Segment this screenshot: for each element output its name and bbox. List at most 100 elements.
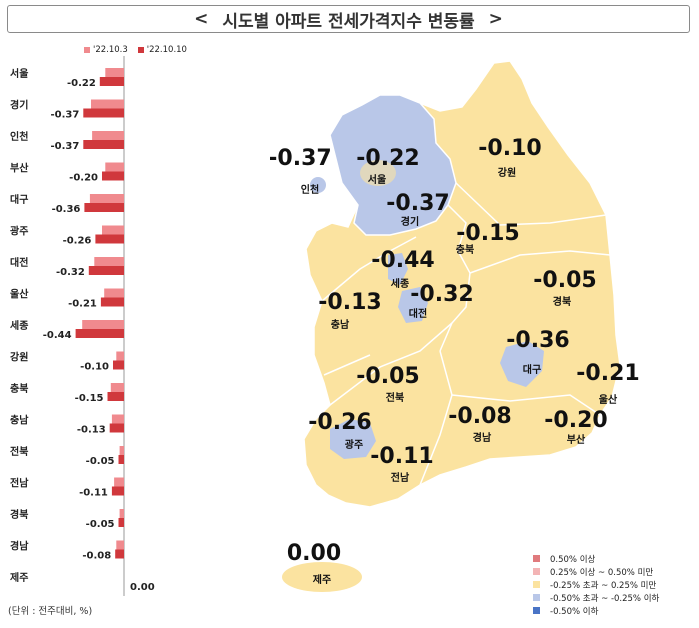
bar	[88, 266, 124, 275]
category-label: 울산	[10, 288, 29, 301]
map-region-label: 전북	[386, 391, 404, 404]
map-value-label: -0.20	[544, 408, 607, 433]
bar	[95, 234, 124, 244]
category-label: 전북	[10, 445, 28, 458]
category-label: 충남	[10, 414, 29, 427]
bar	[115, 549, 124, 559]
bar	[84, 203, 124, 212]
value-label: -0.20	[69, 173, 98, 184]
category-label: 제주	[10, 571, 28, 584]
value-label: -0.05	[86, 519, 115, 530]
map-legend-item: 0.50% 이상	[533, 552, 659, 565]
province-borders	[321, 182, 611, 486]
map-value-label: -0.10	[478, 136, 541, 161]
value-label: -0.22	[67, 78, 96, 89]
category-label: 강원	[10, 351, 28, 364]
map-value-label: -0.05	[533, 268, 596, 293]
bar	[100, 297, 124, 307]
map-legend-label: 0.25% 이상 ~ 0.50% 미만	[550, 567, 654, 578]
map-value-label: -0.32	[410, 282, 473, 307]
category-label: 대구	[10, 193, 28, 206]
daejeon-region	[398, 287, 428, 323]
map-value-label: -0.44	[371, 248, 434, 273]
map-value-label: -0.21	[576, 361, 639, 386]
value-label: 0.00	[130, 582, 155, 593]
map-region-label: 전남	[391, 471, 410, 484]
bar	[104, 288, 124, 298]
map-region-label: 강원	[498, 166, 516, 179]
bar	[113, 360, 124, 370]
map-region-label: 울산	[599, 393, 618, 406]
map-legend-item: 0.25% 이상 ~ 0.50% 미만	[533, 565, 659, 578]
sejong-region	[388, 253, 408, 285]
bar	[102, 225, 124, 235]
value-label: -0.37	[50, 110, 79, 121]
legend-item-curr: '22.10.10	[137, 45, 187, 55]
map-value-label: -0.37	[270, 146, 332, 171]
bar	[105, 68, 124, 77]
legend-swatch-prev	[84, 46, 90, 53]
map-legend-item: -0.50% 초과 ~ -0.25% 이하	[533, 591, 659, 604]
bar	[110, 383, 124, 392]
map-value-label: 0.00	[287, 541, 341, 566]
map-legend-item: -0.25% 초과 ~ 0.25% 미만	[533, 578, 659, 591]
map-legend-swatch	[533, 607, 540, 614]
category-label: 경기	[10, 99, 28, 112]
bar	[119, 509, 124, 518]
bar	[94, 257, 124, 266]
value-label: -0.21	[68, 299, 97, 310]
map-region-label: 세종	[391, 277, 409, 290]
bar	[116, 351, 124, 361]
map-legend-swatch	[533, 568, 540, 575]
map-region-label: 제주	[313, 573, 331, 586]
map-region-label: 충남	[331, 318, 350, 331]
map-legend-swatch	[533, 581, 540, 588]
bar	[118, 518, 124, 527]
map-legend-label: -0.50% 초과 ~ -0.25% 이하	[550, 593, 660, 604]
value-label: -0.10	[80, 362, 109, 373]
value-label: -0.15	[75, 393, 104, 404]
map-value-label: -0.36	[506, 328, 569, 353]
incheon-island	[310, 177, 326, 193]
map-region-label: 인천	[301, 183, 319, 196]
map-value-label: -0.08	[448, 404, 511, 429]
value-label: -0.36	[52, 204, 81, 215]
category-label: 부산	[10, 162, 29, 175]
chart-title-box: < 시도별 아파트 전세가격지수 변동률 >	[7, 5, 690, 33]
bar	[111, 486, 124, 496]
legend-item-prev: '22.10.3	[84, 45, 128, 55]
category-label: 경북	[10, 508, 28, 521]
gyeonggi-region	[329, 94, 457, 236]
value-label: -0.08	[82, 551, 111, 562]
chevron-right-icon: >	[488, 9, 503, 29]
map-region-label: 경북	[553, 295, 571, 308]
map-value-label: -0.37	[386, 191, 449, 216]
map-region-label: 충북	[456, 243, 474, 256]
category-label: 전남	[10, 477, 29, 490]
category-label: 경남	[10, 540, 29, 553]
map-value-label: -0.15	[456, 221, 519, 246]
value-label: -0.37	[50, 141, 79, 152]
bar	[75, 329, 124, 338]
map-legend-swatch	[533, 555, 540, 562]
bar-legend: '22.10.3 '22.10.10	[84, 45, 187, 55]
bar	[99, 77, 124, 86]
map-legend-label: 0.50% 이상	[550, 554, 596, 565]
bar	[102, 171, 124, 181]
unit-note: (단위 : 전주대비, %)	[8, 606, 93, 617]
category-label: 충북	[10, 382, 28, 395]
map-region-label: 광주	[345, 439, 363, 451]
value-label: -0.44	[43, 330, 72, 341]
bar	[105, 162, 124, 172]
value-label: -0.26	[63, 236, 92, 247]
daegu-region	[500, 341, 544, 387]
map-region-label: 부산	[567, 433, 586, 446]
map-legend-label: -0.50% 이하	[550, 606, 599, 617]
seoul-region	[360, 160, 396, 186]
category-label: 인천	[10, 130, 28, 143]
bar	[89, 194, 124, 203]
category-label: 서울	[10, 67, 28, 80]
category-label: 광주	[10, 226, 28, 238]
